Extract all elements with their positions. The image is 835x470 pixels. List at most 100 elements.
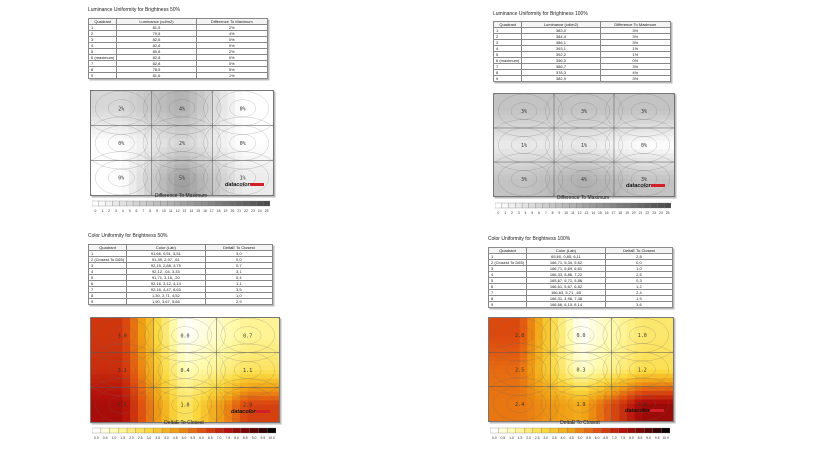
heatmap-cell <box>501 119 510 125</box>
heatmap-cell <box>614 174 622 180</box>
heatmap-cell <box>98 112 107 118</box>
heatmap-cell <box>98 190 107 195</box>
heatmap-cell <box>235 182 244 187</box>
heatmap-cell <box>627 369 636 375</box>
heatmap-cell <box>591 149 600 154</box>
heatmap-cell <box>98 339 108 345</box>
heatmap-cell <box>257 147 266 153</box>
heatmap-cell <box>200 326 209 332</box>
heatmap-cell <box>621 128 630 133</box>
heatmap-cell <box>524 136 532 142</box>
heatmap-cell <box>542 395 551 400</box>
heatmap-cell <box>98 151 107 157</box>
heatmap-cell <box>177 361 186 367</box>
heatmap-cell <box>200 365 209 371</box>
heatmap-cell <box>531 170 540 176</box>
heatmap-cell <box>614 136 622 142</box>
colorbar-swatch <box>609 427 619 434</box>
heatmap-cell <box>185 370 194 375</box>
heatmap-cell <box>192 322 202 328</box>
heatmap-cell <box>91 400 100 406</box>
heatmap-cell <box>634 403 643 409</box>
heatmap-cell <box>224 365 233 371</box>
heatmap-cell <box>550 335 559 340</box>
heatmap-cell <box>496 408 505 413</box>
heatmap-cell <box>106 138 115 144</box>
heatmap-cell <box>113 112 122 118</box>
heatmap-cell <box>161 374 170 380</box>
heatmap-cell <box>216 413 225 419</box>
heatmap-cell <box>250 173 259 179</box>
heatmap-cell <box>576 145 585 150</box>
heatmap-cell <box>98 117 107 122</box>
heatmap-cell <box>634 326 643 332</box>
heatmap-cell <box>177 335 186 341</box>
cell-value-label: 3.1 <box>118 368 127 374</box>
heatmap-cell <box>263 413 272 419</box>
heatmap-cell <box>581 326 590 332</box>
heatmap-cell <box>494 119 502 125</box>
heatmap-cell <box>561 166 570 171</box>
heatmap-cell <box>151 91 160 96</box>
heatmap-cell <box>512 356 521 362</box>
heatmap-cell <box>573 403 582 409</box>
heatmap-cell <box>599 145 607 150</box>
heatmap-cell <box>659 123 667 129</box>
heatmap-cell <box>642 395 651 400</box>
heatmap-cell <box>197 138 206 144</box>
heatmap-cell <box>599 149 607 154</box>
heatmap-cell <box>98 361 108 367</box>
heatmap-cell <box>561 136 570 142</box>
heatmap-cell <box>200 400 209 406</box>
colorbar-tick-label: 5.5 <box>190 436 195 440</box>
heatmap-cell <box>106 156 115 161</box>
heatmap-cell <box>596 390 605 396</box>
heatmap-cell <box>565 339 574 345</box>
heatmap-cell <box>591 140 600 146</box>
heatmap-cell <box>489 399 498 405</box>
heatmap-cell <box>619 343 628 349</box>
heatmap-cell <box>174 130 183 135</box>
heatmap-cell <box>114 417 123 422</box>
heatmap-cell <box>174 91 183 96</box>
heatmap-cell <box>584 123 592 129</box>
heatmap-cell <box>145 378 155 384</box>
heatmap-cell <box>611 408 620 413</box>
heatmap-cell <box>263 318 272 323</box>
heatmap-cell <box>145 400 155 406</box>
heatmap-cell <box>569 166 577 171</box>
heatmap-cell <box>91 396 100 401</box>
heatmap-cell <box>216 370 225 375</box>
heatmap-cell <box>130 400 139 406</box>
heatmap-cell <box>565 352 574 358</box>
heatmap-cell <box>247 326 256 332</box>
heatmap-cell <box>588 416 597 421</box>
heatmap-cell <box>666 166 674 171</box>
heatmap-cell <box>250 160 259 166</box>
heatmap-cell <box>91 143 99 148</box>
cell-value-label: 1.9 <box>576 402 585 408</box>
heatmap-cell <box>642 360 651 366</box>
heatmap-cell <box>535 390 544 396</box>
heatmap-cell <box>169 326 178 332</box>
heatmap-cell <box>576 115 585 120</box>
heatmap-cell <box>161 322 170 328</box>
colorbar-swatch <box>249 427 259 434</box>
heatmap-cell <box>650 369 659 375</box>
heatmap-cell <box>588 343 597 349</box>
heatmap-cell <box>512 386 521 392</box>
colorbar-tick-label: 2 <box>511 211 513 215</box>
heatmap-cell <box>200 322 209 328</box>
heatmap-cell <box>130 318 139 323</box>
colorbar-tick-label: 5.0 <box>182 436 187 440</box>
heatmap-cell <box>182 186 190 192</box>
heatmap-cell <box>504 408 513 413</box>
heatmap-cell <box>501 102 510 108</box>
heatmap-cell <box>161 348 170 354</box>
heatmap-cell <box>581 343 590 349</box>
heatmap-cell <box>531 183 540 188</box>
heatmap-cell <box>657 339 666 345</box>
heatmap-cell <box>257 108 266 114</box>
heatmap-cell <box>554 119 562 125</box>
heatmap-cell <box>271 326 279 332</box>
